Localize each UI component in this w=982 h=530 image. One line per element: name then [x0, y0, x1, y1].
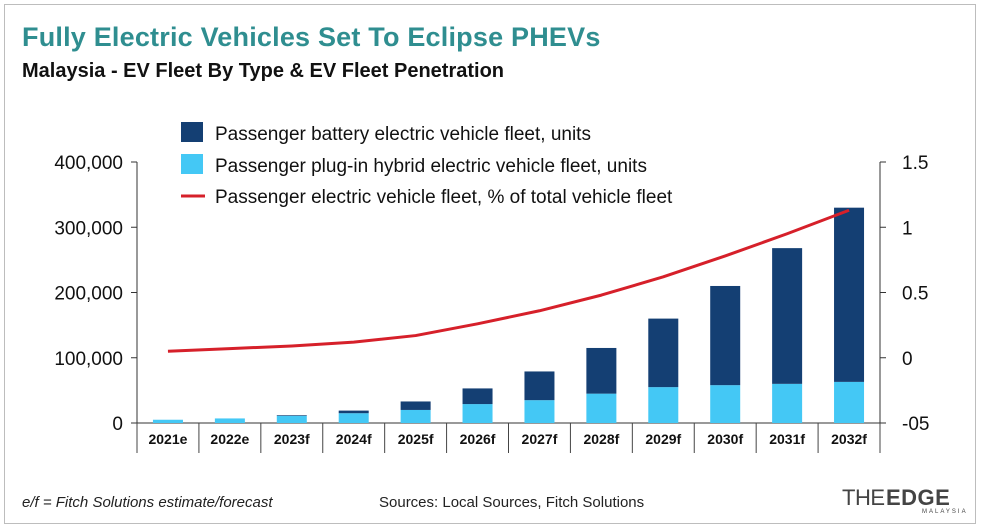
bar-bev — [276, 415, 307, 416]
x-tick-label: 2021e — [148, 431, 187, 447]
bar-bev — [834, 207, 865, 382]
legend-label-phev: Passenger plug-in hybrid electric vehicl… — [215, 156, 647, 177]
chart-frame — [4, 4, 976, 524]
bar-bev — [524, 371, 555, 401]
legend-swatch-phev — [181, 154, 203, 174]
x-tick-label: 2026f — [460, 431, 496, 447]
logo-the: THE — [842, 485, 885, 510]
the-edge-logo: THE EDGE MALAYSIA — [842, 485, 970, 519]
y2-tick-label: -05 — [902, 414, 929, 435]
bar-bev — [710, 285, 741, 386]
x-tick-label: 2030f — [707, 431, 743, 447]
x-tick-label: 2022e — [210, 431, 249, 447]
x-tick-label: 2023f — [274, 431, 310, 447]
chart-subtitle: Malaysia - EV Fleet By Type & EV Fleet P… — [22, 60, 505, 82]
bar-phev — [648, 387, 679, 423]
y-tick-label: 100,000 — [54, 349, 123, 370]
y2-tick-label: 1.5 — [902, 153, 928, 174]
bar-bev — [462, 388, 493, 405]
footnote-estimate: e/f = Fitch Solutions estimate/forecast — [22, 494, 273, 511]
bar-phev — [338, 413, 369, 423]
y-tick-label: 0 — [112, 414, 123, 435]
bar-phev — [586, 393, 617, 423]
bar-bev — [586, 347, 617, 394]
logo-edge: EDGE — [886, 485, 951, 510]
y2-tick-label: 0 — [902, 349, 913, 370]
x-tick-label: 2032f — [831, 431, 867, 447]
bar-phev — [152, 419, 183, 423]
bar-phev — [524, 400, 555, 423]
logo-sub: MALAYSIA — [922, 509, 968, 515]
bar-bev — [338, 410, 369, 414]
x-tick-label: 2029f — [645, 431, 681, 447]
x-tick-label: 2024f — [336, 431, 372, 447]
bar-phev — [772, 383, 803, 423]
x-tick-label: 2028f — [583, 431, 619, 447]
x-tick-label: 2025f — [398, 431, 434, 447]
chart-title: Fully Electric Vehicles Set To Eclipse P… — [22, 22, 601, 52]
bar-phev — [400, 409, 431, 423]
y-tick-label: 400,000 — [54, 153, 123, 174]
bar-phev — [462, 404, 493, 423]
line-ev-penetration — [167, 208, 850, 353]
footnote-sources: Sources: Local Sources, Fitch Solutions — [379, 494, 645, 511]
bar-phev — [710, 385, 741, 423]
x-tick-label: 2031f — [769, 431, 805, 447]
legend-label-line: Passenger electric vehicle fleet, % of t… — [215, 187, 673, 208]
bar-bev — [648, 318, 679, 388]
bar-phev — [214, 418, 245, 423]
legend-label-bev: Passenger battery electric vehicle fleet… — [215, 124, 591, 145]
y2-tick-label: 0.5 — [902, 284, 928, 305]
y2-tick-label: 1 — [902, 218, 913, 239]
y-tick-label: 200,000 — [54, 284, 123, 305]
bar-phev — [834, 381, 865, 423]
legend-swatch-bev — [181, 122, 203, 142]
bar-phev — [276, 415, 307, 423]
x-tick-label: 2027f — [522, 431, 558, 447]
bar-bev — [400, 401, 431, 410]
y-tick-label: 300,000 — [54, 218, 123, 239]
bar-bev — [772, 248, 803, 384]
